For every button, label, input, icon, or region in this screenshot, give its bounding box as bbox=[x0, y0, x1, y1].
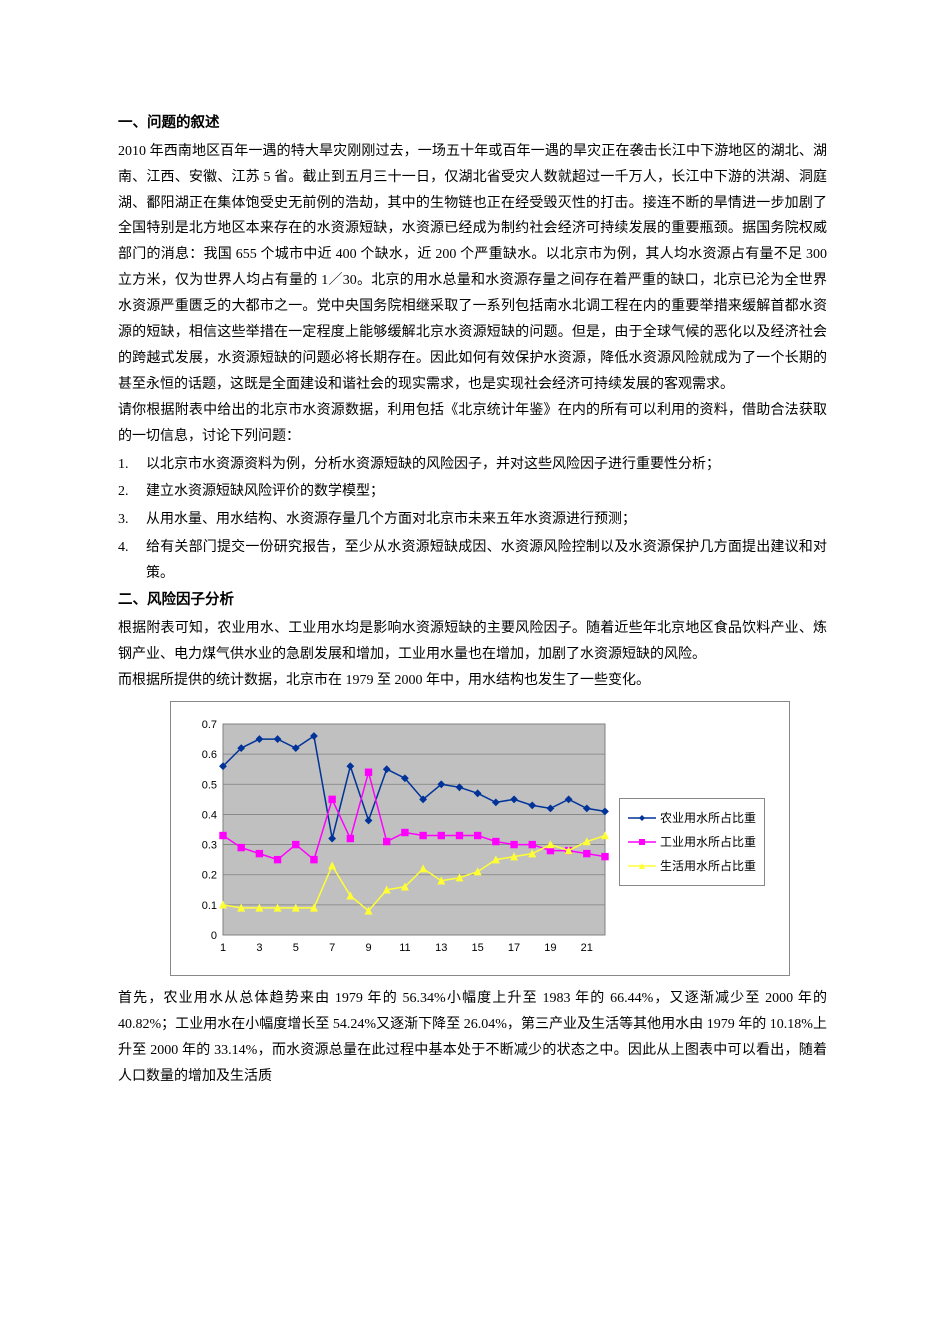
svg-text:15: 15 bbox=[472, 942, 484, 954]
question-item: 3.从用水量、用水结构、水资源存量几个方面对北京市未来五年水资源进行预测； bbox=[118, 507, 827, 533]
legend-item: 工业用水所占比重 bbox=[628, 831, 756, 853]
svg-text:0.5: 0.5 bbox=[202, 780, 217, 792]
question-item: 4.给有关部门提交一份研究报告，至少从水资源短缺成因、水资源风险控制以及水资源保… bbox=[118, 535, 827, 587]
svg-text:0.4: 0.4 bbox=[202, 810, 217, 822]
question-number: 4. bbox=[118, 535, 146, 587]
section-1-heading: 一、问题的叙述 bbox=[118, 110, 827, 137]
svg-text:0.7: 0.7 bbox=[202, 719, 217, 731]
svg-text:17: 17 bbox=[508, 942, 520, 954]
question-number: 2. bbox=[118, 479, 146, 505]
question-item: 1.以北京市水资源资料为例，分析水资源短缺的风险因子，并对这些风险因子进行重要性… bbox=[118, 452, 827, 478]
question-text: 给有关部门提交一份研究报告，至少从水资源短缺成因、水资源风险控制以及水资源保护几… bbox=[146, 535, 827, 587]
svg-text:3: 3 bbox=[256, 942, 262, 954]
section-1-para-2: 请你根据附表中给出的北京市水资源数据，利用包括《北京统计年鉴》在内的所有可以利用… bbox=[118, 398, 827, 450]
legend-item: 生活用水所占比重 bbox=[628, 855, 756, 877]
section-2-para-2: 而根据所提供的统计数据，北京市在 1979 至 2000 年中，用水结构也发生了… bbox=[118, 668, 827, 694]
legend-label: 农业用水所占比重 bbox=[660, 807, 756, 829]
svg-text:1: 1 bbox=[220, 942, 226, 954]
svg-text:7: 7 bbox=[329, 942, 335, 954]
legend-label: 工业用水所占比重 bbox=[660, 831, 756, 853]
question-item: 2.建立水资源短缺风险评价的数学模型； bbox=[118, 479, 827, 505]
svg-text:21: 21 bbox=[581, 942, 593, 954]
svg-text:0.2: 0.2 bbox=[202, 870, 217, 882]
svg-text:11: 11 bbox=[399, 942, 410, 954]
question-text: 以北京市水资源资料为例，分析水资源短缺的风险因子，并对这些风险因子进行重要性分析… bbox=[146, 452, 827, 478]
question-text: 建立水资源短缺风险评价的数学模型； bbox=[146, 479, 827, 505]
svg-text:0: 0 bbox=[211, 930, 217, 942]
svg-text:19: 19 bbox=[544, 942, 556, 954]
chart-legend: 农业用水所占比重工业用水所占比重生活用水所占比重 bbox=[619, 798, 765, 887]
legend-swatch bbox=[628, 812, 656, 824]
chart-plot-area: 00.10.20.30.40.50.60.713579111315171921 bbox=[181, 714, 611, 959]
legend-swatch bbox=[628, 836, 656, 848]
section-1-para-1: 2010 年西南地区百年一遇的特大旱灾刚刚过去，一场五十年或百年一遇的旱灾正在袭… bbox=[118, 139, 827, 398]
svg-text:9: 9 bbox=[365, 942, 371, 954]
legend-item: 农业用水所占比重 bbox=[628, 807, 756, 829]
svg-text:5: 5 bbox=[293, 942, 299, 954]
section-2-para-3: 首先，农业用水从总体趋势来由 1979 年的 56.34%小幅度上升至 1983… bbox=[118, 986, 827, 1090]
water-usage-chart: 00.10.20.30.40.50.60.713579111315171921 … bbox=[170, 701, 790, 976]
legend-label: 生活用水所占比重 bbox=[660, 855, 756, 877]
question-number: 3. bbox=[118, 507, 146, 533]
svg-text:0.3: 0.3 bbox=[202, 840, 217, 852]
question-text: 从用水量、用水结构、水资源存量几个方面对北京市未来五年水资源进行预测； bbox=[146, 507, 827, 533]
question-list: 1.以北京市水资源资料为例，分析水资源短缺的风险因子，并对这些风险因子进行重要性… bbox=[118, 452, 827, 587]
svg-text:0.1: 0.1 bbox=[202, 900, 217, 912]
section-2-heading: 二、风险因子分析 bbox=[118, 587, 827, 614]
legend-swatch bbox=[628, 860, 656, 872]
section-2-para-1: 根据附表可知，农业用水、工业用水均是影响水资源短缺的主要风险因子。随着近些年北京… bbox=[118, 616, 827, 668]
svg-text:13: 13 bbox=[435, 942, 447, 954]
question-number: 1. bbox=[118, 452, 146, 478]
svg-text:0.6: 0.6 bbox=[202, 750, 217, 762]
